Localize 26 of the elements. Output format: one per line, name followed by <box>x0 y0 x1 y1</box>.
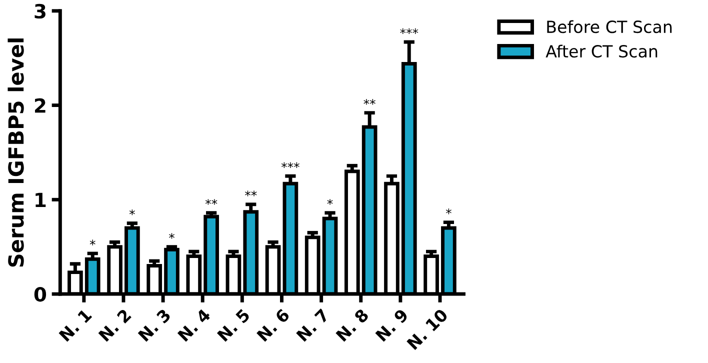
x-tick-label: N. 4 <box>177 308 212 342</box>
x-tick-label: N. 6 <box>256 308 290 342</box>
x-tick-label: N. 8 <box>336 308 370 342</box>
x-tick-label: N. 3 <box>138 308 172 342</box>
y-tick-label: 1 <box>36 192 46 208</box>
annotation: * <box>446 208 452 214</box>
legend-label: Before CT Scan <box>547 20 672 34</box>
annotation: * <box>327 199 333 205</box>
x-tick-label: N. 10 <box>406 308 449 350</box>
x-tick-label: N. 2 <box>98 308 132 342</box>
annotation: *** <box>281 162 300 168</box>
legend-label: After CT Scan <box>546 44 658 58</box>
annotation: * <box>129 209 135 216</box>
annotation: * <box>90 240 96 246</box>
annotation: *** <box>400 28 418 34</box>
y-tick-label: 0 <box>34 286 46 302</box>
y-tick-label: 3 <box>34 4 46 19</box>
x-tick-label: N. 1 <box>58 308 92 342</box>
annotation: * <box>169 233 175 239</box>
y-tick-label: 2 <box>34 98 46 113</box>
y-axis-title: Serum IGFBP5 level <box>8 38 24 267</box>
annotation: ** <box>245 190 257 196</box>
annotation: ** <box>364 99 376 105</box>
x-tick-label: N. 5 <box>216 308 250 342</box>
annotation: ** <box>205 199 218 205</box>
x-tick-label: N. 7 <box>296 308 330 342</box>
